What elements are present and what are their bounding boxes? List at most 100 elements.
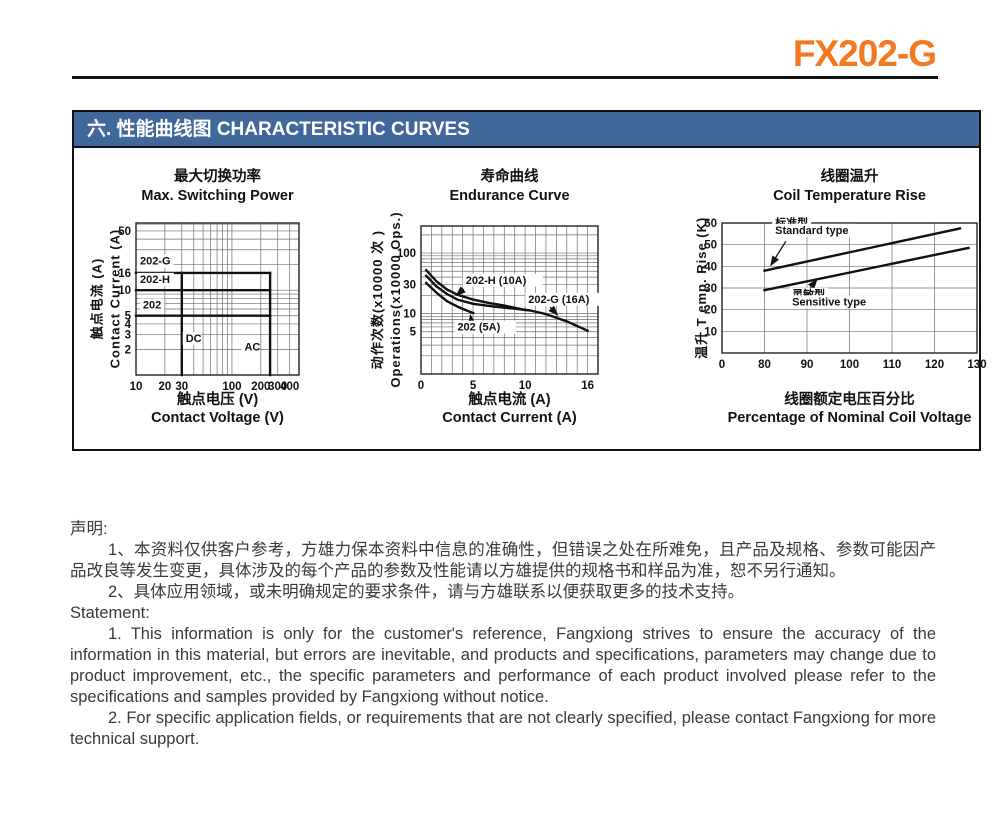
x-tick-label: 100 bbox=[222, 381, 241, 393]
x-tick-label: 30 bbox=[175, 381, 188, 393]
x-tick-label: 16 bbox=[581, 380, 594, 392]
x-axis-label-cn: 触点电流 (A) bbox=[468, 392, 551, 408]
y-axis-label-cn: 动作次数(x10000 次 ) bbox=[369, 229, 385, 370]
x-tick-label: 10 bbox=[519, 380, 532, 392]
annotation-label: 202-G bbox=[140, 256, 171, 268]
annotation-bg bbox=[136, 272, 174, 286]
plot-border bbox=[721, 222, 978, 354]
statement-heading-cn: 声明: bbox=[70, 520, 108, 538]
x-tick-label: 20 bbox=[158, 381, 171, 393]
x-axis-label-en: Contact Voltage (V) bbox=[151, 410, 284, 427]
x-tick-label: 110 bbox=[883, 359, 902, 371]
chart-title-cn: 寿命曲线 bbox=[480, 169, 539, 185]
series-202 (5A) bbox=[424, 281, 475, 315]
x-axis-label-cn: 线圈额定电压百分比 bbox=[784, 392, 915, 408]
y-tick-label: 5 bbox=[125, 311, 132, 323]
statement-item-en-1: 1. This information is only for the cust… bbox=[70, 624, 936, 706]
annotation-arrow bbox=[455, 286, 466, 297]
x-tick-label: 130 bbox=[967, 359, 986, 371]
x-axis-label: 触点电流 (A) Contact Current (A) bbox=[370, 391, 670, 427]
x-tick-label: 120 bbox=[925, 359, 944, 371]
x-tick-label: 10 bbox=[130, 381, 143, 393]
x-tick-label: 100 bbox=[840, 359, 859, 371]
characteristic-curves-section: 六. 性能曲线图 CHARACTERISTIC CURVES 最大切换功率 Ma… bbox=[72, 110, 987, 451]
statement-section: 声明: 1、本资料仅供客户参考，方雄力保本资料中信息的准确性，但错误之处在所难免… bbox=[70, 519, 936, 749]
series-标准型 Standard type bbox=[763, 226, 962, 273]
annotation-bg bbox=[136, 254, 174, 268]
chart-plot-svg: 0 5 10 16 5 10 30 100 202-H (10A)202-G (16A) 202 … bbox=[397, 225, 606, 392]
plot-border bbox=[135, 222, 300, 376]
annotation-bg bbox=[182, 331, 202, 345]
chart-title: 线圈温升 Coil Temperature Rise bbox=[670, 168, 983, 205]
x-axis-label: 触点电压 (V) Contact Voltage (V) bbox=[74, 391, 370, 427]
annotation-bg bbox=[525, 292, 606, 306]
y-tick-label: 5 bbox=[410, 327, 417, 339]
annotation-label: 202-H bbox=[140, 274, 170, 286]
x-tick-label: 90 bbox=[801, 359, 814, 371]
x-axis-label-en: Percentage of Nominal Coil Voltage bbox=[727, 410, 972, 427]
y-tick-label: 3 bbox=[125, 330, 131, 342]
annotation-label: Standard type bbox=[775, 225, 848, 237]
y-tick-label: 30 bbox=[403, 280, 416, 292]
annotation-label: AC bbox=[244, 341, 260, 353]
x-tick-label: 0 bbox=[719, 359, 725, 371]
y-tick-label: 2 bbox=[125, 344, 131, 356]
x-tick-label: 300 bbox=[268, 381, 287, 393]
y-tick-label: 50 bbox=[704, 240, 717, 252]
chart-title-cn: 最大切换功率 bbox=[174, 169, 261, 185]
annotation-bg bbox=[139, 298, 165, 312]
series-灵敏型 Sensitive type bbox=[763, 246, 970, 292]
annotation-bg bbox=[789, 295, 882, 309]
annotation-label: 202 bbox=[143, 299, 161, 311]
y-tick-label: 10 bbox=[704, 326, 717, 338]
series-202-H (10A) bbox=[424, 268, 527, 312]
statement-item-cn-1: 1、本资料仅供客户参考，方雄力保本资料中信息的准确性，但错误之处在所难免，且产品… bbox=[70, 540, 936, 580]
x-axis-label: 线圈额定电压百分比 Percentage of Nominal Coil Vol… bbox=[670, 391, 983, 427]
statement-item-cn-2: 2、具体应用领域，或未明确规定的要求条件，请与方雄联系以便获取更多的技术支持。 bbox=[107, 582, 745, 601]
annotation-bg bbox=[454, 320, 516, 334]
y-tick-label: 20 bbox=[704, 305, 717, 317]
chart-title-en: Endurance Curve bbox=[449, 187, 570, 204]
x-axis-label-en: Contact Current (A) bbox=[442, 410, 577, 427]
x-tick-label: 0 bbox=[418, 380, 424, 392]
y-tick-label: 4 bbox=[125, 319, 132, 331]
annotation-label: DC bbox=[186, 333, 202, 345]
statement-item-en-2: 2. For specific application fields, or r… bbox=[70, 708, 936, 748]
annotation-bg bbox=[241, 340, 260, 354]
chart-coil-temperature-rise: 线圈温升 Coil Temperature Rise 温升 T emp. Ris… bbox=[670, 148, 986, 448]
chart-title: 寿命曲线 Endurance Curve bbox=[370, 168, 670, 205]
annotation-arrow bbox=[548, 305, 559, 316]
chart-title: 最大切换功率 Max. Switching Power bbox=[74, 168, 370, 205]
y-tick-label: 10 bbox=[403, 309, 416, 321]
chart-endurance-curve: 寿命曲线 Endurance Curve 动作次数(x10000 次 ) Ope… bbox=[370, 148, 670, 448]
x-tick-label: 5 bbox=[470, 380, 477, 392]
x-tick-label: 400 bbox=[280, 381, 299, 393]
statement-heading-en: Statement: bbox=[70, 603, 150, 622]
annotation-bg bbox=[772, 223, 859, 237]
y-tick-label: 30 bbox=[704, 283, 717, 295]
chart-title-cn: 线圈温升 bbox=[820, 169, 879, 185]
y-tick-label: 60 bbox=[704, 218, 717, 230]
y-tick-label: 100 bbox=[397, 248, 416, 260]
product-code: FX202-G bbox=[792, 33, 937, 74]
chart-title-en: Max. Switching Power bbox=[141, 187, 294, 204]
section-title-bar: 六. 性能曲线图 CHARACTERISTIC CURVES bbox=[74, 112, 979, 148]
chart-title-en: Coil Temperature Rise bbox=[773, 187, 926, 204]
annotation-label: 202 (5A) bbox=[457, 322, 500, 334]
y-tick-label: 16 bbox=[118, 268, 131, 280]
x-tick-label: 200 bbox=[251, 381, 270, 393]
annotation-bg bbox=[462, 273, 543, 287]
header-rule bbox=[72, 76, 938, 79]
y-tick-label: 40 bbox=[704, 261, 717, 273]
y-tick-label: 50 bbox=[118, 226, 131, 238]
x-tick-label: 80 bbox=[758, 359, 771, 371]
x-axis-label-cn: 触点电压 (V) bbox=[176, 392, 259, 408]
annotation-label: 202-H (10A) bbox=[466, 275, 527, 287]
annotation-arrow bbox=[770, 241, 787, 267]
annotation-label: Sensitive type bbox=[792, 296, 866, 308]
annotation-label: 202-G (16A) bbox=[528, 294, 589, 306]
charts-row: 最大切换功率 Max. Switching Power 触点电流 (A) Con… bbox=[74, 148, 986, 448]
series-202-G (16A) bbox=[424, 274, 590, 333]
